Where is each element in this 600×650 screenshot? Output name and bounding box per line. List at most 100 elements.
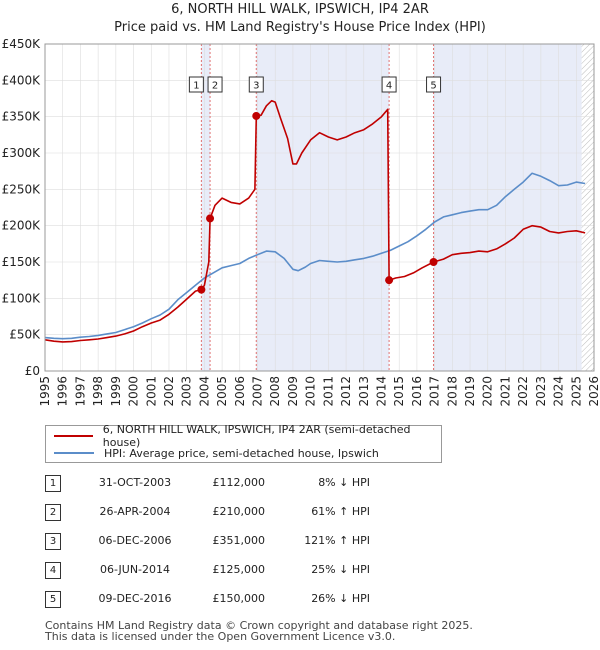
sale-row: 3 06-DEC-2006 £351,000 121% ↑ HPI bbox=[45, 530, 445, 559]
sale-marker-label: 2 bbox=[212, 81, 218, 92]
x-tick-label: 2024 bbox=[552, 376, 566, 407]
sale-point bbox=[385, 276, 394, 285]
shaded-band bbox=[433, 44, 582, 371]
y-tick-label: £150K bbox=[2, 255, 42, 269]
x-tick-label: 2010 bbox=[304, 376, 318, 407]
sale-hpi-diff: 61% ↑ HPI bbox=[311, 505, 370, 518]
sale-price: £125,000 bbox=[212, 563, 266, 576]
sales-table: 1 31-OCT-2003 £112,000 8% ↓ HPI 2 26-APR… bbox=[45, 472, 445, 617]
x-tick-label: 2019 bbox=[463, 376, 477, 407]
sale-marker-label: 1 bbox=[193, 81, 199, 92]
hpi-line bbox=[44, 172, 586, 340]
sale-row: 2 26-APR-2004 £210,000 61% ↑ HPI bbox=[45, 501, 445, 530]
sale-point bbox=[197, 285, 206, 294]
footer: Contains HM Land Registry data © Crown c… bbox=[45, 620, 473, 642]
legend-swatch-property bbox=[54, 435, 93, 437]
sale-number: 3 bbox=[45, 533, 61, 550]
sale-hpi-diff: 26% ↓ HPI bbox=[311, 592, 370, 605]
chart-title: 6, NORTH HILL WALK, IPSWICH, IP4 2AR bbox=[171, 2, 429, 17]
x-tick-label: 2004 bbox=[197, 376, 211, 407]
sale-marker-box bbox=[188, 76, 204, 93]
chart-subtitle: Price paid vs. HM Land Registry's House … bbox=[114, 20, 486, 35]
sale-date: 06-DEC-2006 bbox=[98, 534, 172, 547]
footer-licence: This data is licensed under the Open Gov… bbox=[45, 630, 396, 643]
price-chart: 1 2 3 4 5 £0 £50K £100K £150K £200K £250K £300K £350… bbox=[2, 37, 600, 407]
sale-date: 06-JUN-2014 bbox=[99, 563, 171, 576]
property-price-line bbox=[44, 99, 586, 343]
x-tick-label: 2000 bbox=[127, 376, 141, 407]
footer-copyright: Contains HM Land Registry data © Crown c… bbox=[45, 619, 473, 632]
sale-marker-label: 3 bbox=[253, 81, 259, 92]
y-tick-label: £100K bbox=[2, 291, 42, 305]
x-tick-label: 2002 bbox=[162, 376, 176, 407]
y-tick-label: £0 bbox=[25, 364, 40, 378]
x-tick-label: 2012 bbox=[339, 376, 353, 407]
x-tick-label: 2015 bbox=[392, 376, 406, 407]
sale-number: 2 bbox=[45, 504, 61, 521]
sale-price: £112,000 bbox=[212, 476, 266, 489]
x-tick-label: 2016 bbox=[410, 376, 424, 407]
sale-point bbox=[429, 258, 438, 266]
shaded-band bbox=[256, 44, 390, 371]
sale-price: £210,000 bbox=[212, 505, 266, 518]
plot-border bbox=[44, 43, 595, 372]
legend: 6, NORTH HILL WALK, IPSWICH, IP4 2AR (se… bbox=[45, 423, 442, 463]
sale-price: £150,000 bbox=[212, 592, 266, 605]
sale-hpi-diff: 25% ↓ HPI bbox=[311, 563, 370, 576]
sale-date: 26-APR-2004 bbox=[99, 505, 171, 518]
shaded-band bbox=[201, 44, 211, 371]
x-tick-label: 1997 bbox=[73, 376, 87, 407]
sale-marker-box bbox=[248, 76, 264, 93]
x-tick-label: 2014 bbox=[374, 376, 388, 407]
sale-row: 5 09-DEC-2016 £150,000 26% ↓ HPI bbox=[45, 588, 445, 617]
x-tick-label: 1998 bbox=[91, 376, 105, 407]
x-tick-label: 2021 bbox=[498, 376, 512, 407]
sale-hpi-diff: 8% ↓ HPI bbox=[318, 476, 370, 489]
sale-row: 4 06-JUN-2014 £125,000 25% ↓ HPI bbox=[45, 559, 445, 588]
x-tick-label: 2009 bbox=[286, 376, 300, 407]
legend-label-property: 6, NORTH HILL WALK, IPSWICH, IP4 2AR (se… bbox=[102, 423, 411, 449]
x-tick-label: 2017 bbox=[428, 376, 442, 407]
x-tick-label: 2008 bbox=[268, 376, 282, 407]
y-tick-label: £450K bbox=[2, 37, 42, 51]
legend-item-hpi: HPI: Average price, semi-detached house,… bbox=[54, 445, 379, 461]
sale-marker-label: 4 bbox=[386, 81, 392, 92]
legend-swatch-hpi bbox=[54, 452, 94, 454]
legend-label-hpi: HPI: Average price, semi-detached house,… bbox=[104, 446, 379, 460]
y-tick-label: £50K bbox=[9, 328, 41, 342]
x-tick-label: 2018 bbox=[445, 376, 459, 407]
x-tick-label: 2023 bbox=[534, 376, 548, 407]
sale-date: 09-DEC-2016 bbox=[98, 592, 172, 605]
x-tick-label: 2013 bbox=[357, 376, 371, 407]
x-tick-label: 2006 bbox=[233, 376, 247, 407]
sale-hpi-diff: 121% ↑ HPI bbox=[304, 534, 370, 547]
sale-number: 5 bbox=[45, 591, 61, 608]
sale-row: 1 31-OCT-2003 £112,000 8% ↓ HPI bbox=[45, 472, 445, 501]
y-tick-label: £200K bbox=[2, 219, 42, 233]
x-tick-label: 2001 bbox=[144, 376, 158, 407]
sale-number: 4 bbox=[45, 562, 61, 579]
sale-price: £351,000 bbox=[212, 534, 266, 547]
legend-item-property: 6, NORTH HILL WALK, IPSWICH, IP4 2AR (se… bbox=[54, 423, 441, 449]
x-tick-label: 2011 bbox=[321, 376, 335, 407]
x-tick-label: 2026 bbox=[587, 376, 600, 407]
x-tick-label: 2022 bbox=[516, 376, 530, 407]
x-tick-label: 2005 bbox=[215, 376, 229, 407]
y-tick-label: £250K bbox=[2, 182, 42, 196]
y-tick-label: £300K bbox=[2, 146, 42, 160]
sale-marker-box bbox=[381, 76, 397, 93]
x-tick-label: 2003 bbox=[180, 376, 194, 407]
sale-marker-box bbox=[426, 76, 442, 93]
x-tick-label: 2025 bbox=[569, 376, 583, 407]
forecast-hatch bbox=[581, 44, 594, 371]
y-tick-label: £350K bbox=[2, 110, 42, 124]
sale-point bbox=[252, 111, 261, 120]
sale-marker-label: 5 bbox=[430, 81, 436, 92]
sale-number: 1 bbox=[45, 475, 61, 492]
sale-point bbox=[206, 214, 215, 223]
x-tick-label: 1996 bbox=[56, 376, 70, 407]
x-tick-label: 2007 bbox=[251, 376, 265, 407]
x-tick-label: 1995 bbox=[38, 376, 52, 407]
sale-date: 31-OCT-2003 bbox=[98, 476, 172, 489]
sale-marker-box bbox=[207, 76, 223, 93]
